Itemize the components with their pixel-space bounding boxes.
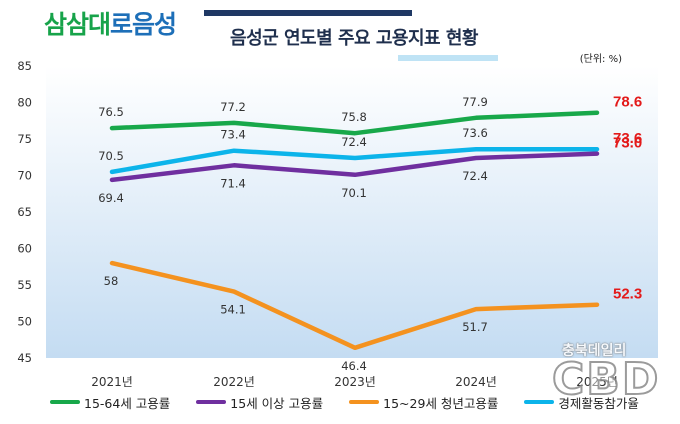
data-label: 51.7 [462, 320, 488, 334]
brand-logo: 삼삼대로음성 [44, 8, 177, 42]
series-line-4 [109, 146, 600, 175]
logo-text-a: 삼삼대 [44, 10, 111, 39]
x-tick-label: 2023년 [334, 375, 376, 389]
title-decoration-bar [204, 10, 412, 16]
data-label: 71.4 [220, 176, 246, 190]
data-label: 72.4 [341, 135, 367, 149]
series-line-2 [109, 151, 600, 183]
legend-label: 15~29세 청년고용률 [383, 395, 499, 411]
legend-swatch [50, 400, 80, 404]
x-tick-label: 2021년 [91, 375, 133, 389]
legend-label: 경제활동참가율 [558, 395, 639, 411]
y-tick-label: 60 [17, 242, 32, 256]
unit-label: (단위: %) [579, 54, 622, 65]
x-tick-label: 2022년 [213, 375, 255, 389]
data-label-latest: 78.6 [613, 94, 642, 111]
x-tick-label: 2025년 [576, 375, 618, 389]
data-label-latest: 73.0 [613, 135, 642, 152]
data-label-latest: 52.3 [613, 286, 642, 303]
legend-swatch [524, 400, 555, 404]
y-tick-label: 75 [17, 132, 32, 146]
y-tick-label: 55 [17, 278, 32, 292]
y-tick-label: 65 [17, 205, 32, 219]
data-label: 72.4 [462, 169, 488, 183]
data-label: 73.6 [462, 126, 488, 140]
legend-item: 15세 이상 고용률 [196, 393, 323, 412]
data-label: 46.4 [341, 359, 367, 373]
data-label-latest: 73.6 [613, 130, 642, 147]
data-label: 70.1 [341, 186, 367, 200]
legend-item: 경제활동참가율 [524, 393, 639, 412]
data-label: 58 [104, 274, 119, 288]
data-label: 73.4 [220, 128, 246, 142]
data-label: 75.8 [341, 110, 367, 124]
data-label: 76.5 [98, 105, 124, 119]
legend-swatch [349, 400, 380, 404]
legend-label: 15-64세 고용률 [84, 395, 171, 411]
data-label: 54.1 [220, 303, 246, 317]
legend-swatch [196, 400, 227, 404]
logo-text-b: 로음성 [110, 10, 177, 39]
series-line-3 [109, 260, 600, 351]
data-label: 70.5 [98, 149, 124, 163]
y-tick-label: 80 [17, 96, 32, 110]
data-label: 77.2 [220, 100, 246, 114]
chart-title: 음성군 연도별 주요 고용지표 현황 [230, 28, 478, 49]
series-line-1 [109, 110, 600, 136]
chart-legend: 15-64세 고용률 15세 이상 고용률 15~29세 청년고용률 경제활동참가율 [50, 392, 661, 412]
data-label: 69.4 [98, 191, 124, 205]
y-tick-label: 50 [17, 315, 32, 329]
y-tick-label: 85 [17, 59, 32, 73]
title-accent-bar [398, 55, 498, 61]
legend-item: 15~29세 청년고용률 [349, 393, 498, 412]
data-label: 77.9 [462, 95, 488, 109]
legend-label: 15세 이상 고용률 [230, 395, 324, 411]
y-tick-label: 45 [17, 351, 32, 365]
y-tick-label: 70 [17, 169, 32, 183]
legend-item: 15-64세 고용률 [50, 393, 170, 412]
x-tick-label: 2024년 [455, 375, 497, 389]
